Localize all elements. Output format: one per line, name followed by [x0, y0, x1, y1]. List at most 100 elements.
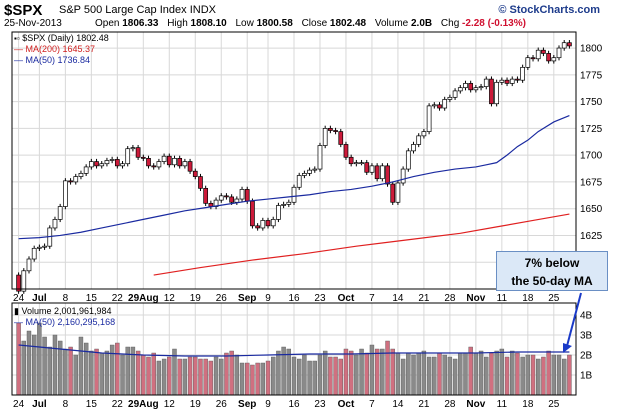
volume-panel-border — [11, 302, 577, 396]
price-candle — [239, 189, 245, 200]
ma200-line — [153, 213, 570, 276]
price-candle — [94, 161, 99, 167]
volume-bar — [99, 352, 104, 396]
price-candle — [192, 170, 198, 177]
volume-bar — [551, 354, 557, 396]
price-candle — [130, 147, 136, 150]
volume-bar — [510, 350, 515, 396]
price-candle — [473, 87, 479, 91]
volume-bar — [109, 344, 115, 396]
price-x-tick: 25 — [548, 293, 560, 304]
price-candle — [161, 155, 167, 162]
price-x-tick: Oct — [338, 293, 355, 304]
price-candle — [354, 162, 359, 165]
price-candle — [328, 128, 333, 131]
price-x-tick: Jul — [32, 293, 47, 304]
volume-bar — [437, 352, 442, 396]
price-candle — [120, 163, 125, 167]
price-candle — [447, 96, 453, 100]
price-candle — [515, 78, 520, 81]
price-x-tick: 18 — [522, 293, 534, 304]
volume-bar — [484, 356, 489, 396]
price-candle — [109, 159, 115, 161]
price-candle — [42, 245, 47, 248]
volume-bar — [390, 348, 395, 396]
price-y-tick: 1625 — [580, 231, 603, 242]
volume-x-tick: Oct — [338, 399, 355, 410]
price-x-tick: 15 — [86, 293, 98, 304]
price-y-tick: 1725 — [580, 124, 603, 135]
price-candle — [198, 176, 203, 189]
price-candle — [224, 195, 229, 198]
volume-bar — [515, 352, 520, 396]
price-candle — [499, 79, 505, 83]
price-candle — [250, 200, 255, 227]
volume-x-tick: 15 — [86, 399, 98, 410]
price-candle — [291, 186, 297, 203]
volume-bar — [489, 352, 494, 396]
volume-bar — [265, 360, 271, 396]
price-candle — [317, 145, 323, 170]
volume-bar — [104, 350, 110, 396]
volume-x-tick: 26 — [216, 399, 228, 410]
volume-bar — [219, 358, 224, 396]
price-candle — [218, 195, 224, 201]
volume-bar — [177, 358, 182, 396]
volume-bar — [468, 346, 473, 396]
price-candle — [431, 104, 437, 107]
volume-bar — [400, 358, 406, 396]
volume-bar — [37, 322, 42, 396]
volume-bar — [78, 336, 84, 396]
volume-bar — [421, 350, 427, 396]
price-candle — [411, 144, 416, 152]
price-candle — [400, 168, 406, 184]
volume-x-tick: 24 — [13, 399, 25, 410]
volume-bar — [364, 352, 369, 396]
price-candle — [203, 187, 209, 204]
price-candle — [379, 165, 385, 180]
volume-ma50-line — [18, 344, 570, 357]
price-candle — [338, 131, 344, 145]
volume-y-tick: 1B — [580, 371, 593, 382]
volume-bar — [167, 356, 172, 396]
volume-bar — [317, 354, 323, 396]
volume-bar — [73, 354, 78, 396]
price-candle — [416, 135, 422, 145]
price-candle — [265, 220, 271, 227]
price-candle — [546, 53, 551, 62]
volume-bar — [286, 348, 292, 396]
volume-y-tick: 2B — [580, 351, 593, 362]
price-candle — [535, 49, 541, 60]
volume-bar — [333, 356, 338, 396]
price-candle — [166, 155, 172, 166]
price-candle — [520, 66, 525, 81]
price-candle — [151, 165, 157, 168]
volume-bar — [463, 352, 468, 396]
price-candle — [73, 176, 79, 183]
volume-bar — [312, 360, 317, 396]
volume-bar — [26, 330, 32, 396]
volume-bar — [203, 358, 208, 396]
volume-x-tick: 21 — [418, 399, 430, 410]
volume-bar — [359, 348, 364, 396]
price-candle — [68, 180, 73, 183]
brand-label[interactable]: © StockCharts.com — [498, 4, 600, 16]
legend-vol-ma50: — MA(50) 2,160,295,168 — [14, 317, 116, 327]
price-candle — [489, 78, 494, 105]
volume-x-tick: 14 — [392, 399, 404, 410]
price-x-tick: 8 — [63, 293, 69, 304]
price-y-tick: 1700 — [580, 151, 603, 162]
price-candle — [125, 148, 131, 165]
price-candle — [182, 161, 188, 167]
volume-bar — [182, 358, 188, 396]
price-candle — [504, 79, 510, 84]
volume-bar — [31, 334, 37, 396]
volume-bar — [120, 354, 125, 396]
volume-bar — [567, 354, 572, 396]
volume-bar — [250, 364, 255, 396]
volume-x-tick: 29Aug — [128, 399, 159, 410]
price-x-tick: Sep — [238, 293, 256, 304]
price-candle — [369, 165, 375, 173]
price-candle — [140, 156, 146, 159]
